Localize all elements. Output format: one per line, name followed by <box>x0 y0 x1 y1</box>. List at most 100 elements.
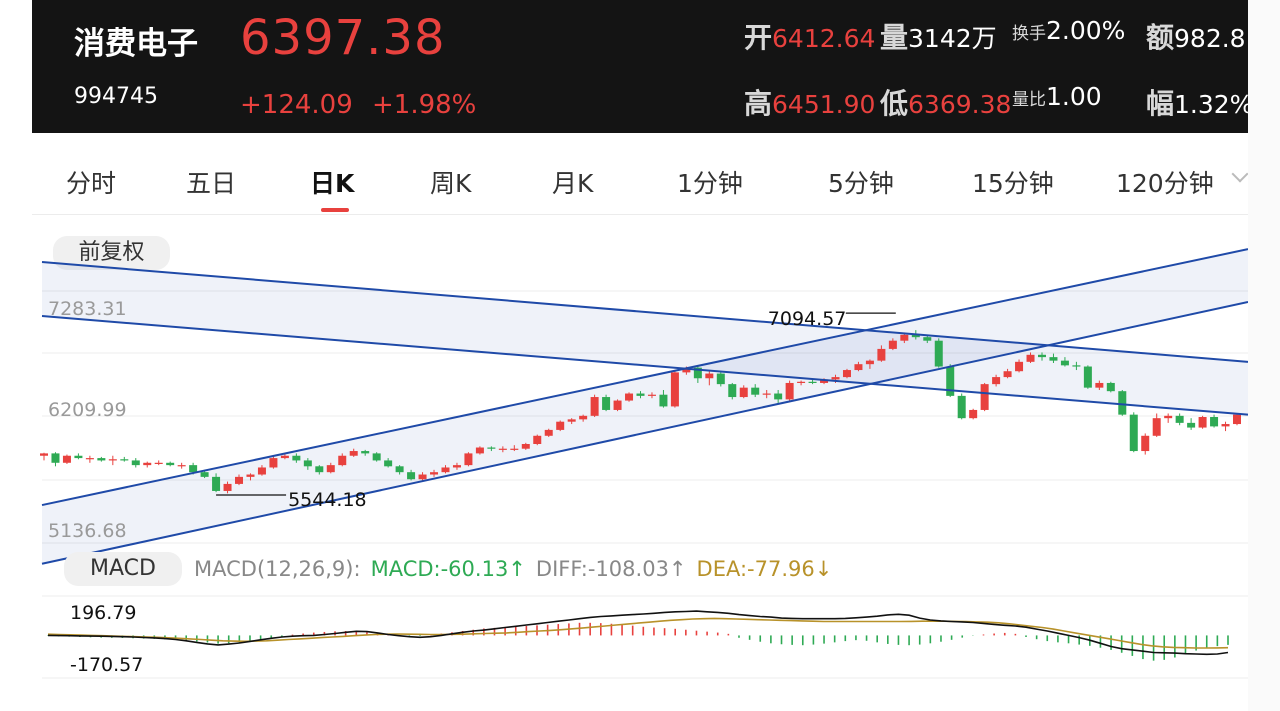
candle-body <box>1072 365 1081 367</box>
candle-body <box>865 360 874 365</box>
candle-body <box>74 455 83 459</box>
tab-intraday[interactable]: 分时 <box>66 169 117 198</box>
candle-body <box>1015 361 1024 372</box>
candle-body <box>521 443 530 449</box>
candle-body <box>1152 418 1161 436</box>
candle-body <box>143 462 152 466</box>
price-change-pct: +1.98% <box>372 90 477 120</box>
candle-body <box>567 419 576 422</box>
candle-body <box>992 377 1001 385</box>
tab-five-day[interactable]: 五日 <box>186 169 237 198</box>
candle-body <box>980 384 989 410</box>
tab-120min[interactable]: 120分钟 <box>1116 169 1214 198</box>
candle-body <box>1129 414 1138 452</box>
candle-body <box>452 465 461 468</box>
candle-body <box>62 455 71 463</box>
price-axis-label: 6209.99 <box>48 399 127 421</box>
candle-body <box>957 395 966 419</box>
candle-body <box>1187 422 1196 428</box>
candle-body <box>189 465 198 473</box>
candle-body <box>361 451 370 454</box>
stat-amplitude-label: 幅 <box>1146 87 1175 120</box>
candle-body <box>1060 360 1069 366</box>
stat-high-value: 6451.90 <box>772 90 876 119</box>
candle-body <box>1106 382 1115 392</box>
candle-body <box>728 384 737 398</box>
candle-body <box>1118 391 1127 415</box>
candle-body <box>418 474 427 480</box>
candle-body <box>613 400 622 410</box>
candle-body <box>659 394 668 407</box>
quote-header: 消费电子 994745 6397.38 +124.09 +1.98% 开6412… <box>32 0 1248 133</box>
period-tabs: 分时 五日 日K 周K 月K 1分钟 5分钟 15分钟 120分钟 <box>32 148 1248 215</box>
candle-body <box>854 364 863 371</box>
active-tab-indicator <box>321 208 349 212</box>
candle-body <box>51 453 60 463</box>
price-axis-label: 7283.31 <box>48 298 127 320</box>
macd-axis-bottom-label: -170.57 <box>70 654 143 676</box>
candle-body <box>716 373 725 385</box>
diff-value: DIFF:-108.03↑ <box>535 557 687 581</box>
candle-body <box>97 458 106 461</box>
candle-body <box>292 455 301 461</box>
stat-low-label: 低 <box>880 87 909 120</box>
candle-body <box>1141 435 1150 452</box>
candle-body <box>808 381 817 383</box>
candle-body <box>946 366 955 396</box>
candle-body <box>372 453 381 461</box>
candle-body <box>1175 415 1184 423</box>
stat-vol-ratio: 量比1.00 <box>1012 82 1102 111</box>
candle-body <box>625 393 634 401</box>
stat-turnover-value: 2.00% <box>1046 16 1126 45</box>
rising-channel-band <box>42 249 1248 564</box>
app-frame: 消费电子 994745 6397.38 +124.09 +1.98% 开6412… <box>32 0 1248 711</box>
candle-body <box>430 472 439 475</box>
candle-body <box>487 447 496 449</box>
dea-line <box>47 617 1229 649</box>
candle-body <box>303 460 312 467</box>
candle-body <box>670 372 679 407</box>
candle-body <box>280 455 289 459</box>
stat-amount-value: 982.8 <box>1174 24 1246 53</box>
macd-legend: MACD(12,26,9): MACD:-60.13↑ DIFF:-108.03↑ D… <box>194 557 842 581</box>
candle-body <box>785 382 794 400</box>
stat-open-label: 开 <box>744 21 773 54</box>
channel-line <box>41 315 1248 416</box>
candle-body <box>923 337 932 341</box>
tab-1min[interactable]: 1分钟 <box>677 169 743 198</box>
side-edge <box>1248 0 1280 711</box>
tab-15min[interactable]: 15分钟 <box>972 169 1054 198</box>
stat-low-value: 6369.38 <box>908 90 1012 119</box>
candle-body <box>108 459 117 461</box>
candle-body <box>177 465 186 467</box>
candle-body <box>407 472 416 480</box>
stat-open: 开6412.64 <box>744 16 875 56</box>
candle-body <box>212 476 221 491</box>
candle-body <box>556 421 565 430</box>
macd-value: MACD:-60.13↑ <box>370 557 526 581</box>
tab-monthly-k[interactable]: 月K <box>552 169 594 198</box>
candle-body <box>682 367 691 373</box>
stat-vol-ratio-label: 量比 <box>1012 90 1046 110</box>
candle-body <box>1164 415 1173 419</box>
macd-params: MACD(12,26,9): <box>194 557 361 581</box>
price-change: +124.09 <box>240 90 353 120</box>
candle-body <box>820 379 829 383</box>
indicator-select-button[interactable]: MACD <box>64 552 182 586</box>
candle-body <box>1003 371 1012 378</box>
index-name: 消费电子 <box>74 26 198 62</box>
candle-body <box>1233 414 1241 425</box>
price-axis-label: 5136.68 <box>48 520 127 542</box>
candle-body <box>1049 357 1058 361</box>
candle-body <box>590 397 599 416</box>
channel-line <box>41 261 1248 363</box>
candle-body <box>85 458 94 460</box>
candle-body <box>40 453 48 456</box>
tab-daily-k[interactable]: 日K <box>310 169 355 198</box>
candle-body <box>120 459 129 461</box>
stat-vol-ratio-value: 1.00 <box>1046 82 1102 111</box>
tab-weekly-k[interactable]: 周K <box>430 169 472 198</box>
candle-body <box>326 465 335 473</box>
candle-body <box>831 377 840 380</box>
tab-5min[interactable]: 5分钟 <box>828 169 894 198</box>
